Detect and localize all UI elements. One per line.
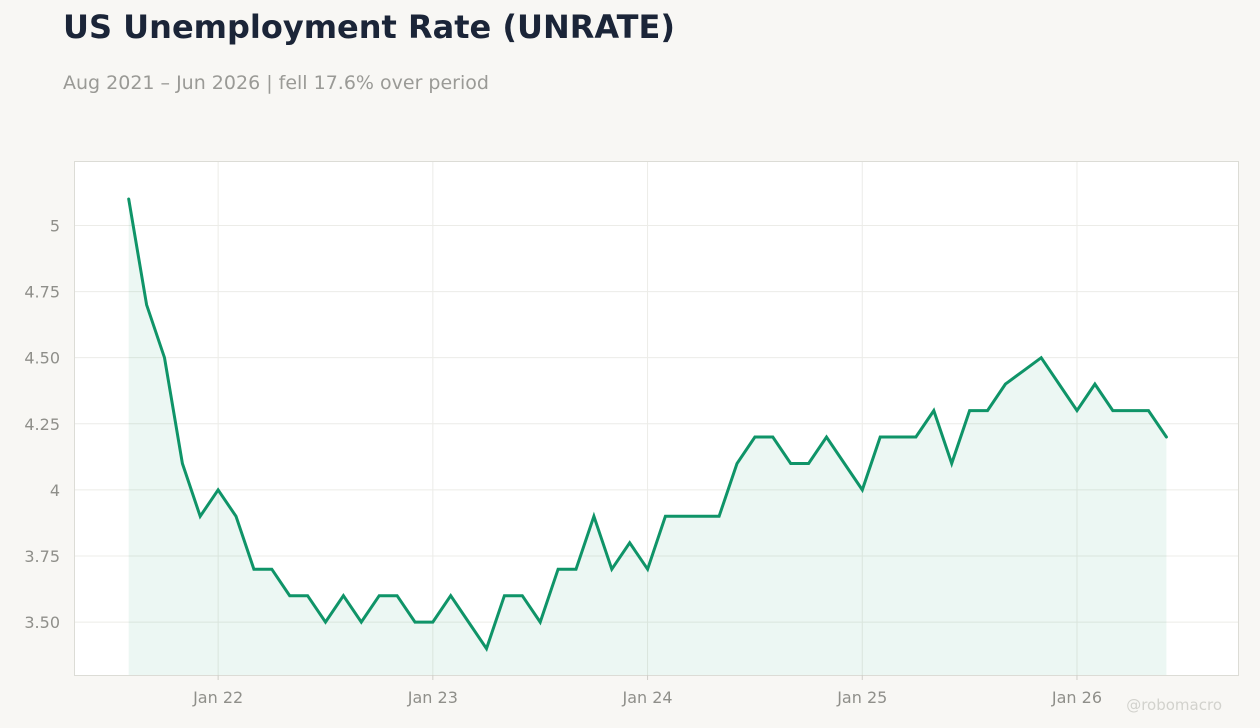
data-point	[1021, 369, 1025, 373]
watermark: @robomacro	[1126, 696, 1222, 714]
y-tick-label: 3.50	[24, 613, 60, 632]
grid-lines	[75, 162, 1238, 675]
data-point	[842, 461, 846, 465]
data-point	[127, 197, 131, 201]
data-point	[1075, 409, 1079, 413]
data-point	[646, 567, 650, 571]
data-point	[1164, 435, 1168, 439]
data-point	[628, 541, 632, 545]
data-point	[681, 514, 685, 518]
data-point	[1093, 382, 1097, 386]
data-point	[1057, 382, 1061, 386]
data-point	[824, 435, 828, 439]
data-point	[896, 435, 900, 439]
axis-labels: 3.50 3.75 4 4.25 4.50 4.75 5 Jan 22 Jan 23 Jan 24…	[24, 216, 1102, 707]
data-point	[1111, 409, 1115, 413]
data-point	[395, 594, 399, 598]
series-area-fill	[128, 199, 1167, 675]
series-line	[127, 197, 1168, 652]
y-tick-label: 4.25	[24, 415, 60, 434]
data-point	[968, 409, 972, 413]
data-point	[520, 594, 524, 598]
data-point	[592, 514, 596, 518]
x-tick-label: Jan 24	[621, 688, 672, 707]
data-point	[413, 620, 417, 624]
data-point	[610, 567, 614, 571]
x-tick-label: Jan 22	[192, 688, 243, 707]
chart-subtitle: Aug 2021 – Jun 2026 | fell 17.6% over pe…	[63, 72, 489, 94]
y-tick-label: 3.75	[24, 547, 60, 566]
data-point	[270, 567, 274, 571]
data-point	[663, 514, 667, 518]
data-point	[735, 461, 739, 465]
y-tick-label: 4.75	[24, 283, 60, 302]
data-point	[341, 594, 345, 598]
data-point	[556, 567, 560, 571]
data-point	[717, 514, 721, 518]
data-point	[449, 594, 453, 598]
data-point	[789, 461, 793, 465]
data-point	[932, 409, 936, 413]
y-tick-label: 5	[50, 216, 60, 235]
data-point	[699, 514, 703, 518]
data-point	[878, 435, 882, 439]
data-point	[306, 594, 310, 598]
data-point	[216, 488, 220, 492]
data-point	[914, 435, 918, 439]
data-point	[771, 435, 775, 439]
x-tick-label: Jan 26	[1051, 688, 1102, 707]
data-point	[860, 488, 864, 492]
data-point	[485, 647, 489, 651]
data-point	[180, 461, 184, 465]
y-tick-label: 4.50	[24, 349, 60, 368]
data-point	[323, 620, 327, 624]
y-tick-label: 4	[50, 481, 60, 500]
data-point	[753, 435, 757, 439]
data-point	[574, 567, 578, 571]
series-layer	[127, 197, 1168, 675]
data-point	[359, 620, 363, 624]
data-point	[162, 356, 166, 360]
x-tick-label: Jan 23	[407, 688, 458, 707]
data-point	[288, 594, 292, 598]
data-point	[1129, 409, 1133, 413]
data-point	[807, 461, 811, 465]
data-point	[950, 461, 954, 465]
data-point	[1147, 409, 1151, 413]
data-point	[252, 567, 256, 571]
data-point	[377, 594, 381, 598]
data-point	[1039, 356, 1043, 360]
data-point	[467, 620, 471, 624]
x-tick-label: Jan 25	[836, 688, 887, 707]
plot-area	[74, 161, 1239, 676]
data-point	[502, 594, 506, 598]
data-point	[234, 514, 238, 518]
data-point	[986, 409, 990, 413]
data-point	[198, 514, 202, 518]
data-point	[538, 620, 542, 624]
data-point	[1003, 382, 1007, 386]
chart-title: US Unemployment Rate (UNRATE)	[63, 8, 675, 46]
data-point	[145, 303, 149, 307]
data-point	[431, 620, 435, 624]
